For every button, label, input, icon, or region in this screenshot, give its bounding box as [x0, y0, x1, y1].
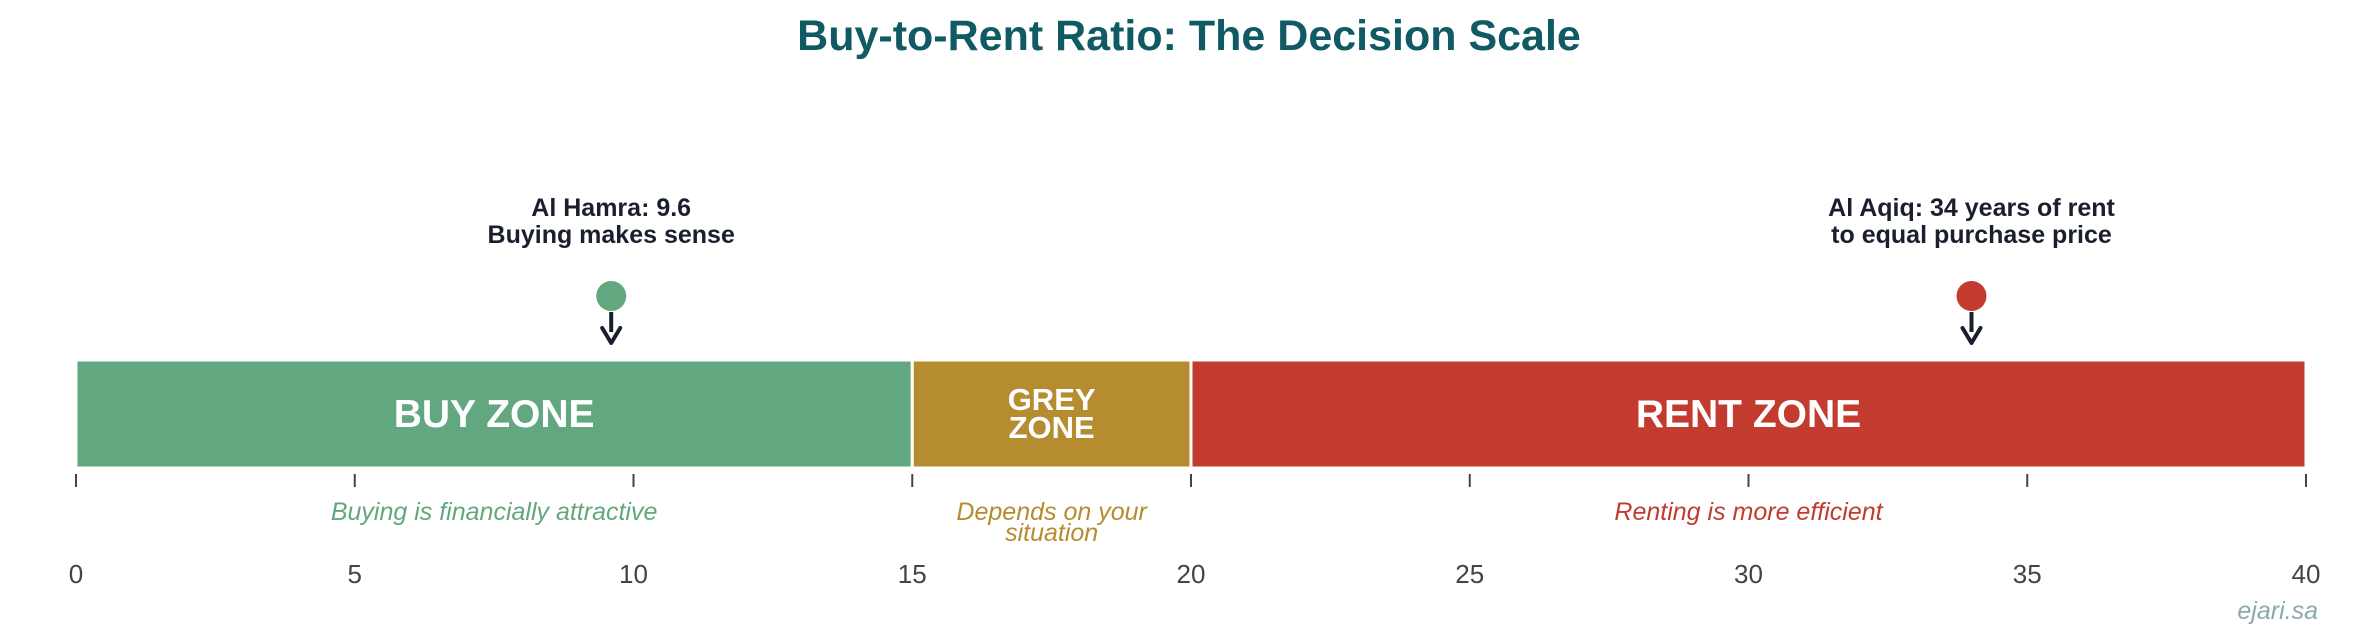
- rent-zone-bar: [1189, 358, 2308, 470]
- al-hamra-callout-label: Al Hamra: 9.6: [531, 194, 691, 222]
- buy-zone-bar: [74, 358, 914, 470]
- grey-zone-description: Depends on your: [956, 498, 1148, 526]
- rent-zone-label: RENT ZONE: [1636, 393, 1861, 436]
- buy-zone-description: Buying is financially attractive: [331, 498, 658, 526]
- axis-ticks: 0 5 10 15 20 25 30 35 40: [69, 474, 2321, 589]
- tick-label: 25: [1455, 559, 1484, 589]
- buy-zone-label: BUY ZONE: [394, 393, 595, 436]
- al-aqiq-callout-label: to equal purchase price: [1831, 221, 2112, 249]
- tick-label: 15: [898, 559, 927, 589]
- tick-label: 0: [69, 559, 83, 589]
- chart-title: Buy-to-Rent Ratio: The Decision Scale: [797, 12, 1581, 60]
- al-aqiq-marker-dot: [1956, 281, 1987, 311]
- grey-zone-label: ZONE: [1009, 410, 1095, 445]
- grey-zone-description: situation: [1005, 519, 1098, 547]
- tick-label: 40: [2292, 559, 2321, 589]
- zone-bars: BUY ZONE Buying is financially attractive…: [74, 358, 2308, 547]
- tick-label: 20: [1177, 559, 1206, 589]
- tick-label: 30: [1734, 559, 1763, 589]
- rent-zone-description: Renting is more efficient: [1614, 498, 1883, 526]
- al-aqiq-callout-label: Al Aqiq: 34 years of rent: [1828, 194, 2115, 222]
- grey-zone-label: GREY: [1008, 382, 1096, 417]
- al-aqiq-marker-arrow-head: [1960, 326, 1983, 345]
- al-hamra-marker-dot: [596, 281, 627, 311]
- al-hamra-marker-arrow-head: [600, 326, 623, 345]
- al-hamra-callout-label: Buying makes sense: [488, 221, 735, 249]
- grey-zone-bar: [910, 358, 1193, 470]
- watermark: ejari.sa: [2237, 597, 2318, 625]
- tick-label: 35: [2013, 559, 2042, 589]
- tick-label: 10: [619, 559, 648, 589]
- tick-label: 5: [348, 559, 362, 589]
